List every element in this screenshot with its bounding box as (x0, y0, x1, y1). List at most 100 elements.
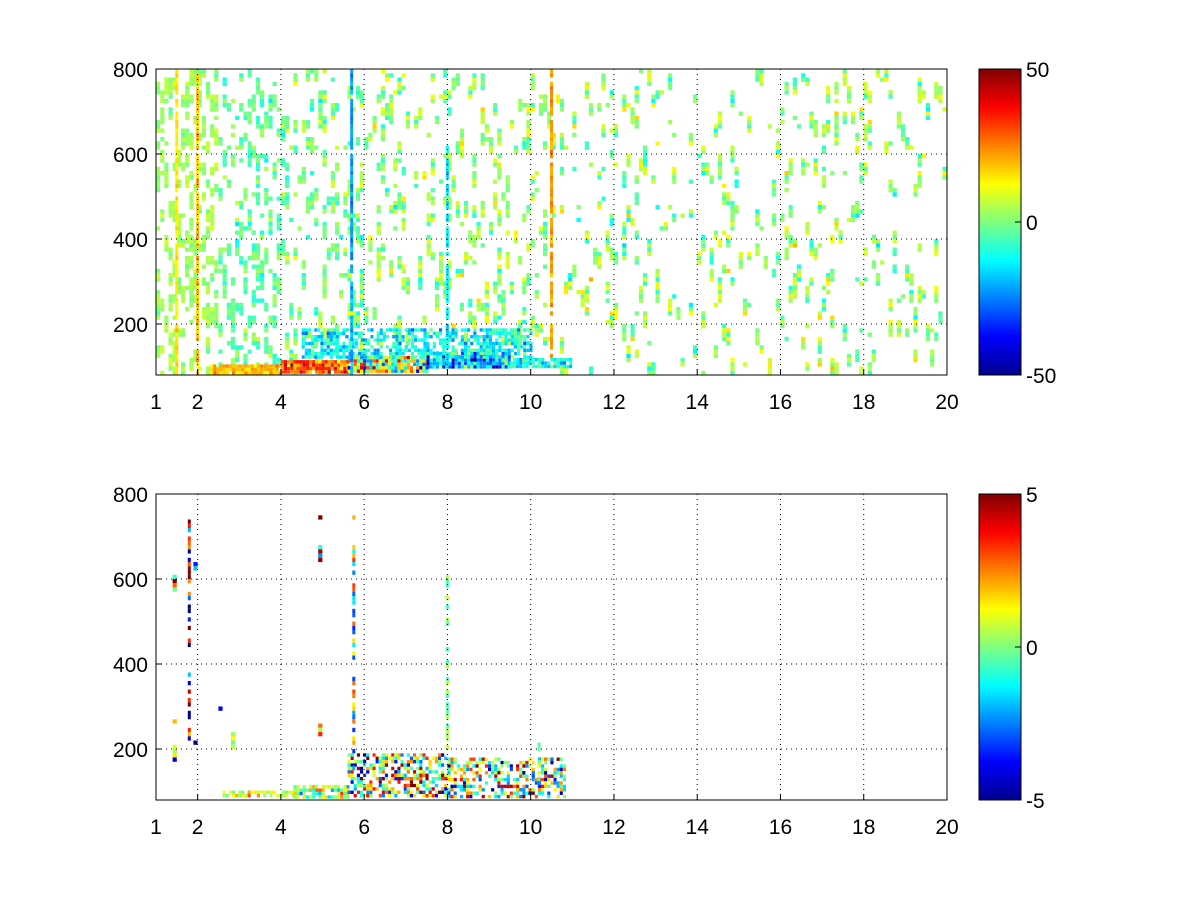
heatmap-cell (734, 209, 739, 214)
heatmap-cell (364, 355, 368, 359)
heatmap-cell (470, 361, 474, 366)
heatmap-cell (406, 770, 410, 774)
heatmap-cell (717, 111, 723, 116)
heatmap-cell (301, 285, 306, 291)
heatmap-cell (501, 196, 506, 201)
heatmap-cell (364, 315, 369, 320)
heatmap-cell (293, 247, 298, 252)
heatmap-cell (438, 760, 442, 764)
heatmap-cell (842, 111, 847, 116)
heatmap-cell (495, 365, 499, 369)
heatmap-cell (247, 149, 252, 155)
heatmap-cell (355, 90, 360, 95)
heatmap-cell (464, 336, 469, 342)
heatmap-cell (296, 795, 300, 799)
heatmap-cell (472, 260, 477, 265)
heatmap-cell (482, 365, 486, 369)
heatmap-cell (609, 247, 614, 252)
heatmap-cell (305, 145, 311, 150)
heatmap-cell (172, 353, 177, 359)
heatmap-cell (493, 319, 498, 325)
heatmap-cell (335, 200, 340, 206)
heatmap-cell (456, 764, 460, 768)
heatmap-cell (330, 366, 334, 371)
heatmap-cell (156, 315, 161, 320)
heatmap-cell (541, 764, 545, 768)
heatmap-cell (280, 239, 286, 244)
heatmap-cell (351, 213, 356, 218)
heatmap-cell (181, 328, 186, 333)
heatmap-cell (801, 336, 806, 342)
heatmap-cell (859, 111, 864, 116)
heatmap-cell (538, 103, 544, 108)
heatmap-cell (196, 226, 200, 231)
heatmap-cell (506, 764, 510, 768)
heatmap-cell (480, 213, 485, 218)
heatmap-cell (160, 349, 165, 354)
heatmap-cell (445, 226, 449, 231)
heatmap-cell (473, 358, 477, 362)
heatmap-cell (343, 363, 347, 367)
heatmap-cell (350, 171, 354, 176)
heatmap-cell (397, 86, 402, 91)
heatmap-cell (830, 273, 835, 278)
heatmap-cell (389, 73, 394, 78)
heatmap-cell (382, 338, 386, 342)
heatmap-cell (468, 230, 473, 235)
heatmap-cell (431, 794, 435, 798)
heatmap-cell (168, 200, 173, 206)
heatmap-cell (251, 103, 256, 108)
heatmap-cell (378, 783, 382, 788)
heatmap-cell (445, 693, 449, 699)
heatmap-cell (701, 145, 706, 150)
heatmap-cell (264, 307, 269, 312)
heatmap-cell (197, 243, 202, 248)
heatmap-cell (630, 336, 635, 342)
heatmap-cell (364, 341, 368, 346)
heatmap-cell (381, 770, 385, 774)
y-tick-label: 600 (113, 144, 148, 167)
heatmap-cell (359, 243, 365, 248)
heatmap-cell (250, 371, 254, 375)
heatmap-cell (550, 120, 553, 125)
heatmap-cell (168, 302, 173, 308)
heatmap-cell (876, 281, 881, 286)
heatmap-cell (185, 154, 190, 159)
heatmap-cell (550, 273, 553, 278)
heatmap-cell (398, 335, 402, 339)
heatmap-cell (892, 234, 897, 240)
heatmap-cell (784, 336, 789, 342)
heatmap-cell (659, 90, 664, 95)
heatmap-cell (378, 763, 382, 767)
heatmap-cell (201, 171, 206, 176)
heatmap-cell (359, 294, 365, 299)
heatmap-cell (472, 324, 477, 329)
heatmap-cell (435, 331, 439, 335)
heatmap-cell (438, 790, 442, 794)
heatmap-cell (526, 145, 531, 150)
heatmap-cell (505, 188, 510, 193)
heatmap-cell (232, 794, 236, 798)
heatmap-cell (459, 302, 464, 308)
heatmap-cell (472, 784, 476, 789)
heatmap-cell (332, 341, 336, 346)
heatmap-cell (420, 355, 424, 359)
heatmap-cell (181, 290, 186, 295)
heatmap-cell (285, 794, 289, 798)
heatmap-cell (330, 795, 334, 799)
heatmap-cell (934, 332, 939, 337)
heatmap-cell (197, 162, 202, 167)
heatmap-cell (813, 166, 818, 172)
heatmap-cell (305, 137, 311, 142)
heatmap-cell (187, 727, 191, 733)
heatmap-cell (464, 209, 469, 214)
heatmap-cell (181, 366, 186, 371)
heatmap-cell (314, 345, 318, 349)
heatmap-cell (405, 281, 410, 286)
heatmap-cell (350, 328, 354, 333)
heatmap-cell (268, 226, 273, 231)
heatmap-cell (550, 230, 553, 235)
heatmap-cell (268, 268, 273, 274)
heatmap-cell (372, 124, 377, 129)
heatmap-cell (717, 162, 723, 167)
